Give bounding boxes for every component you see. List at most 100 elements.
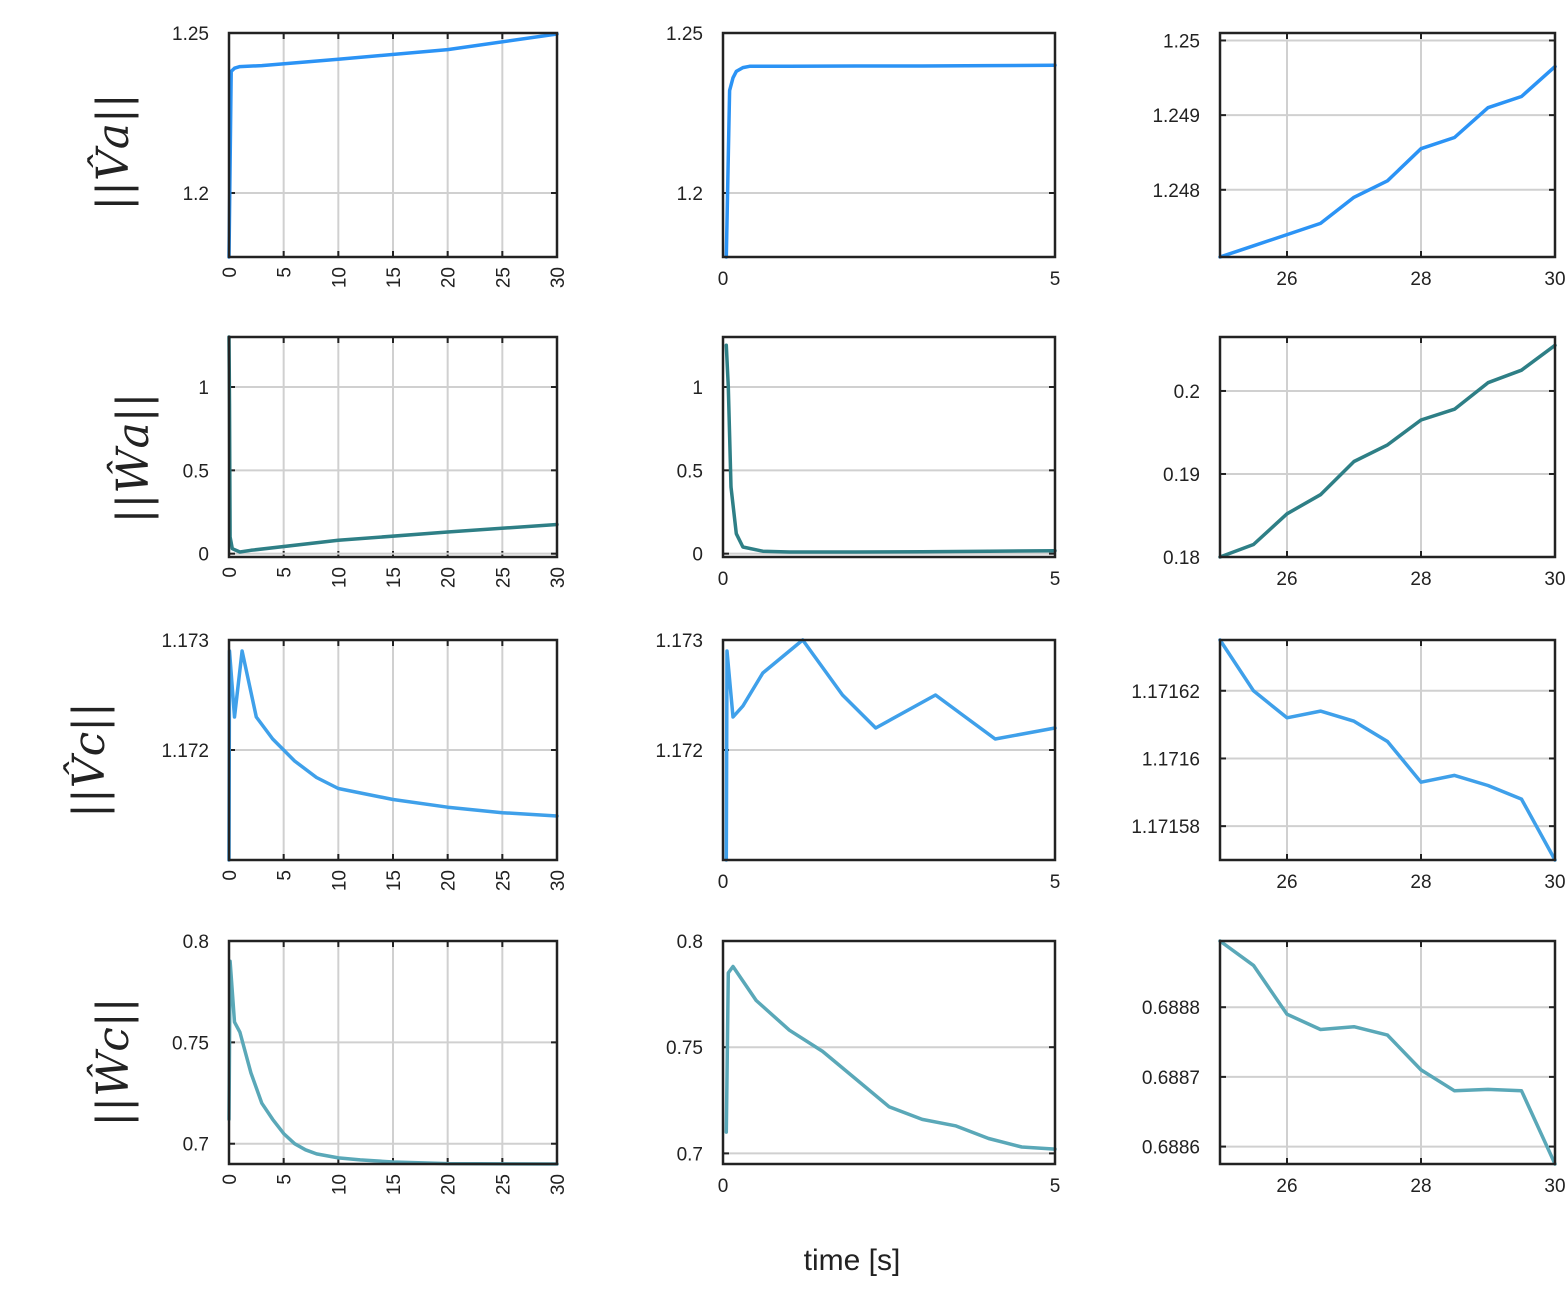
y-tick-label: 0 [198, 545, 209, 566]
axes-frame [227, 335, 559, 559]
x-tick-label: 5 [275, 267, 296, 278]
y-tick-label: 1.173 [161, 631, 209, 652]
series-line-r3-c0 [227, 959, 559, 1166]
x-tick-label: 30 [548, 567, 569, 588]
axes-frame [1218, 335, 1557, 559]
y-tick-label: 1.172 [655, 741, 703, 762]
series-line-r2-c0 [227, 649, 559, 862]
x-tick-label: 25 [493, 267, 514, 288]
series-line-r0-c0 [227, 32, 559, 259]
axes-frame [1218, 638, 1557, 862]
y-tick-label: 1.249 [1152, 106, 1200, 127]
subplot-r1-c0: 0 5 10 15 20 25 30 0 0.5 1 [183, 335, 569, 588]
x-tick-label: 30 [1544, 569, 1565, 590]
y-tick-label: 1.25 [666, 24, 703, 45]
series-line-r0-c1 [724, 63, 1057, 259]
x-tick-label: 0 [220, 567, 241, 578]
x-tick-label: 20 [439, 267, 460, 288]
y-tick-label: 1.25 [172, 24, 209, 45]
y-tick-label: 1.25 [1163, 31, 1200, 52]
subplot-r2-c1: 0 5 1.172 1.173 [655, 631, 1060, 893]
x-tick-label: 28 [1410, 872, 1431, 893]
y-tick-label: 0.19 [1163, 465, 1200, 486]
y-tick-label: 0.75 [666, 1038, 703, 1059]
series-line-r3-c1 [724, 964, 1057, 1151]
x-tick-label: 5 [1050, 569, 1061, 590]
subplot-r1-c2: 26 28 30 0.18 0.19 0.2 [1163, 335, 1566, 590]
y-tick-label: 0.6886 [1142, 1138, 1200, 1159]
x-tick-label: 0 [718, 569, 729, 590]
x-tick-label: 10 [329, 567, 350, 588]
axes-frame [1218, 939, 1557, 1166]
x-tick-label: 5 [1050, 872, 1061, 893]
x-tick-label: 30 [1544, 1176, 1565, 1197]
x-tick-label: 25 [493, 567, 514, 588]
row-label-3: ||Ŵc|| [86, 997, 139, 1126]
y-tick-label: 0.5 [677, 461, 703, 482]
y-tick-label: 1 [198, 378, 209, 399]
x-tick-label: 26 [1276, 269, 1297, 290]
subplot-r2-c0: 0 5 10 15 20 25 30 1.172 1.173 [161, 631, 569, 891]
subplot-r1-c1: 0 5 0 0.5 1 [677, 335, 1061, 590]
subplot-r0-c2: 26 28 30 1.248 1.249 1.25 [1152, 31, 1565, 290]
y-tick-label: 0.7 [183, 1135, 209, 1156]
x-tick-label: 0 [220, 267, 241, 278]
y-tick-label: 0.6888 [1142, 998, 1200, 1019]
x-tick-label: 28 [1410, 569, 1431, 590]
y-tick-label: 1.1716 [1142, 749, 1200, 770]
x-tick-label: 5 [275, 1174, 296, 1185]
x-tick-label: 25 [493, 870, 514, 891]
series-line-r3-c2 [1218, 939, 1557, 1166]
x-tick-label: 5 [275, 870, 296, 881]
axes-frame [721, 638, 1057, 862]
x-tick-label: 0 [220, 870, 241, 881]
y-tick-label: 0.5 [183, 461, 209, 482]
x-tick-label: 15 [384, 567, 405, 588]
y-tick-label: 1.173 [655, 631, 703, 652]
x-tick-label: 30 [548, 870, 569, 891]
y-tick-label: 1 [692, 378, 703, 399]
subplot-r0-c1: 0 5 1.2 1.25 [666, 24, 1060, 290]
series-line-r1-c1 [724, 343, 1057, 554]
x-tick-label: 0 [718, 872, 729, 893]
y-tick-label: 0.7 [677, 1144, 703, 1165]
y-tick-label: 1.172 [161, 741, 209, 762]
y-tick-label: 1.2 [677, 184, 703, 205]
x-tick-label: 0 [718, 1176, 729, 1197]
x-tick-label: 30 [1544, 269, 1565, 290]
y-tick-label: 0 [692, 545, 703, 566]
y-tick-label: 1.2 [183, 184, 209, 205]
axes-frame [227, 939, 559, 1166]
x-tick-label: 25 [493, 1174, 514, 1195]
axes-frame [721, 335, 1057, 559]
axes-frame [721, 939, 1057, 1166]
x-tick-label: 20 [439, 1174, 460, 1195]
x-tick-label: 5 [1050, 269, 1061, 290]
x-tick-label: 0 [718, 269, 729, 290]
x-tick-label: 26 [1276, 872, 1297, 893]
x-tick-label: 5 [1050, 1176, 1061, 1197]
y-tick-label: 1.17158 [1131, 817, 1200, 838]
subplot-r2-c2: 26 28 30 1.17158 1.1716 1.17162 [1131, 638, 1566, 893]
y-tick-label: 0.2 [1174, 382, 1200, 403]
subplot-r3-c1: 0 5 0.7 0.75 0.8 [666, 932, 1060, 1197]
x-tick-label: 10 [329, 870, 350, 891]
series-line-r0-c2 [1218, 64, 1557, 259]
subplot-r0-c0: 0 5 10 15 20 25 30 1.2 1.25 [172, 24, 569, 288]
x-tick-label: 30 [548, 267, 569, 288]
subplot-r3-c0: 0 5 10 15 20 25 30 0.7 0.75 0.8 [172, 932, 569, 1195]
y-tick-label: 0.8 [183, 932, 209, 953]
x-tick-label: 26 [1276, 569, 1297, 590]
x-tick-label: 20 [439, 870, 460, 891]
x-tick-label: 0 [220, 1174, 241, 1185]
x-axis-label: time [s] [804, 1244, 901, 1277]
y-tick-label: 0.75 [172, 1033, 209, 1054]
x-tick-label: 28 [1410, 1176, 1431, 1197]
x-tick-label: 5 [275, 567, 296, 578]
y-tick-label: 1.17162 [1131, 682, 1200, 703]
x-tick-label: 20 [439, 567, 460, 588]
x-tick-label: 28 [1410, 269, 1431, 290]
row-label-2: ||V̂c|| [62, 702, 115, 818]
